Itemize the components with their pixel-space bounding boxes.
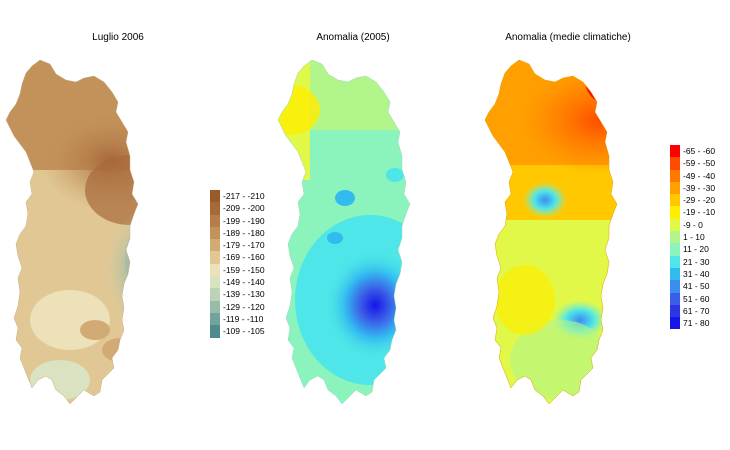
legend-label: 21 - 30	[683, 256, 710, 267]
legend-label: -217 - -210	[223, 191, 265, 201]
legend-swatch	[210, 190, 220, 203]
legend-swatch	[670, 194, 680, 207]
legend-label: -199 - -190	[223, 215, 265, 226]
legend-label: -189 - -180	[223, 227, 265, 238]
legend-label: 51 - 60	[683, 293, 710, 304]
legend-label: -149 - -140	[223, 277, 265, 288]
legend-label: 11 - 20	[683, 244, 709, 255]
legend-swatch	[670, 181, 680, 195]
legend-label: 41 - 50	[683, 281, 710, 292]
legend-swatch	[210, 325, 220, 338]
legend-swatch	[670, 317, 680, 330]
legend-swatch	[670, 169, 680, 182]
legend-swatch	[210, 226, 220, 240]
map-luglio-2006	[5, 59, 139, 405]
legend-swatch	[210, 276, 220, 289]
legend-swatch	[670, 157, 680, 170]
legend-swatch	[670, 280, 680, 293]
legend-label: -209 - -200	[223, 203, 265, 214]
legend-label: -65 - -60	[683, 146, 716, 156]
legend-label: -119 - -110	[223, 313, 264, 324]
legend-label: -179 - -170	[223, 240, 265, 251]
legend-swatch	[670, 231, 680, 244]
legend-swatch	[670, 267, 680, 281]
legend-label: -169 - -160	[223, 252, 265, 263]
legend-swatch	[210, 312, 220, 326]
legend-swatch	[670, 292, 680, 305]
legend-label: -139 - -130	[223, 289, 265, 300]
legend-swatch	[210, 214, 220, 227]
legend-label: 71 - 80	[683, 318, 710, 329]
panel-title-luglio: Luglio 2006	[92, 32, 144, 43]
legend-swatch	[670, 145, 680, 158]
legend-swatch	[210, 251, 220, 264]
legend-label: 1 - 10	[683, 232, 705, 243]
legend-swatch	[670, 304, 680, 318]
legend-label: -49 - -40	[683, 170, 716, 181]
legend-label: 61 - 70	[683, 305, 710, 316]
map-anomalia-medie	[484, 59, 618, 405]
panel-title-anomalia-medie: Anomalia (medie climatiche)	[505, 32, 631, 43]
legend-label: -39 - -30	[683, 182, 716, 193]
legend-swatch	[210, 288, 220, 301]
legend-swatch	[670, 243, 680, 256]
legend-swatch	[670, 255, 680, 268]
legend-label: -109 - -105	[223, 326, 265, 337]
legend-label: -59 - -50	[683, 158, 716, 169]
legend-label: -9 - 0	[683, 219, 703, 230]
legend-swatch	[210, 300, 220, 313]
legend-swatch	[210, 239, 220, 252]
legend-swatch	[210, 202, 220, 215]
legend-label: -19 - -10	[683, 207, 716, 218]
legend-label: -29 - -20	[683, 195, 716, 206]
legend-swatch	[670, 218, 680, 232]
legend-label: 31 - 40	[683, 268, 710, 279]
legend-swatch	[670, 206, 680, 219]
legend-label: -159 - -150	[223, 264, 265, 275]
map-anomalia-2005	[277, 59, 411, 405]
panel-title-anomalia-2005: Anomalia (2005)	[316, 32, 390, 43]
legend-label: -129 - -120	[223, 301, 265, 312]
legend-swatch	[210, 263, 220, 277]
